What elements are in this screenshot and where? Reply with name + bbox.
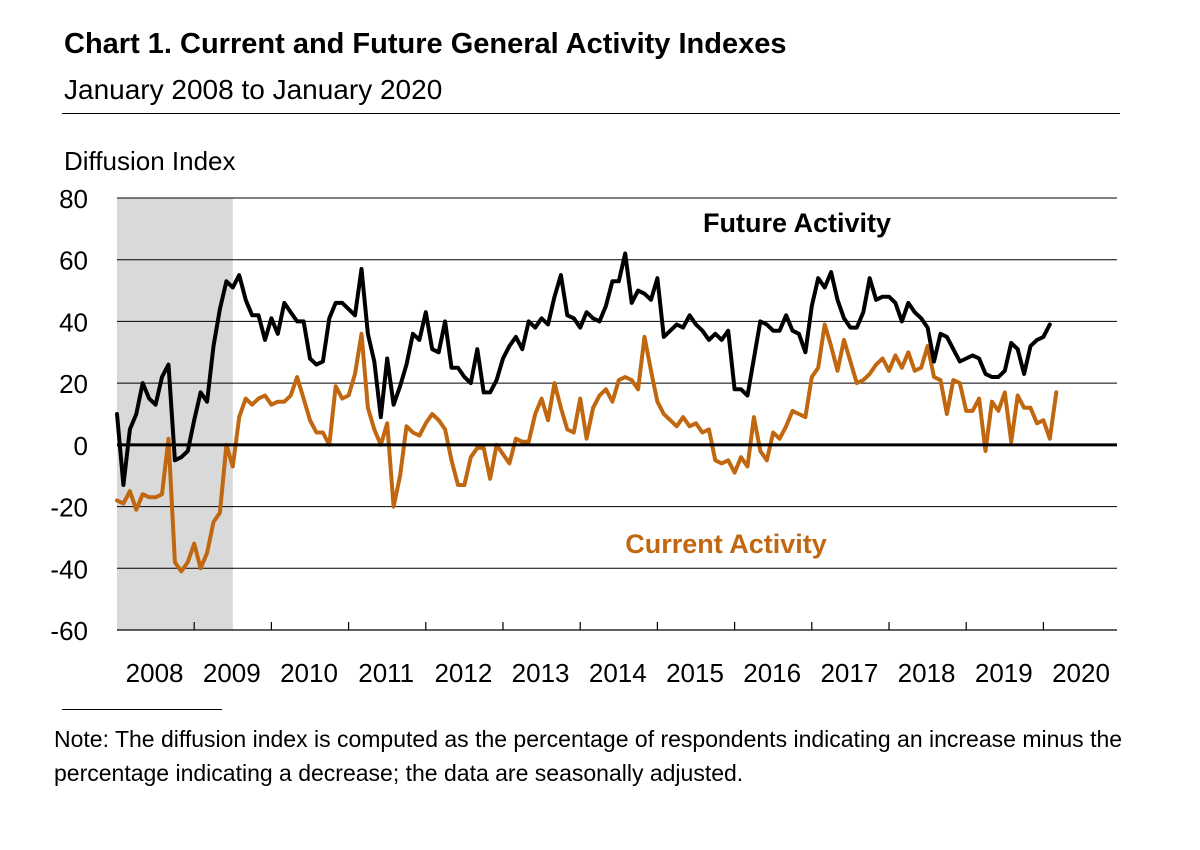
chart-subtitle: January 2008 to January 2020 — [64, 74, 443, 105]
x-tick-label: 2009 — [203, 658, 261, 688]
x-tick-label: 2016 — [743, 658, 801, 688]
series-label-future-activity: Future Activity — [703, 208, 891, 238]
y-tick-label: -40 — [50, 554, 88, 584]
x-tick-label: 2011 — [358, 658, 414, 688]
y-tick-label: -60 — [50, 616, 88, 646]
series-line-future-activity — [115, 251, 1052, 487]
y-tick-label: 20 — [59, 369, 88, 399]
x-tick-label: 2015 — [666, 658, 724, 688]
y-tick-label: 80 — [59, 184, 88, 214]
x-tick-label: 2008 — [126, 658, 184, 688]
x-tick-label: 2012 — [434, 658, 492, 688]
x-tick-label: 2014 — [589, 658, 647, 688]
y-tick-label: -20 — [50, 493, 88, 523]
x-tick-label: 2017 — [820, 658, 878, 688]
x-tick-label: 2020 — [1052, 658, 1110, 688]
y-tick-label: 60 — [59, 246, 88, 276]
y-tick-label: 40 — [59, 307, 88, 337]
title-divider — [62, 113, 1120, 114]
y-axis-label: Diffusion Index — [64, 146, 236, 176]
series-label-current-activity: Current Activity — [625, 529, 827, 559]
x-tick-label: 2018 — [898, 658, 956, 688]
y-tick-label: 0 — [74, 431, 88, 461]
chart-note: Note: The diffusion index is computed as… — [54, 726, 1123, 786]
x-tick-label: 2010 — [280, 658, 338, 688]
series-line-current-activity — [115, 322, 1059, 574]
note-divider — [62, 709, 222, 710]
x-tick-label: 2019 — [975, 658, 1033, 688]
x-tick-label: 2013 — [512, 658, 570, 688]
chart-title: Chart 1. Current and Future General Acti… — [64, 28, 787, 60]
